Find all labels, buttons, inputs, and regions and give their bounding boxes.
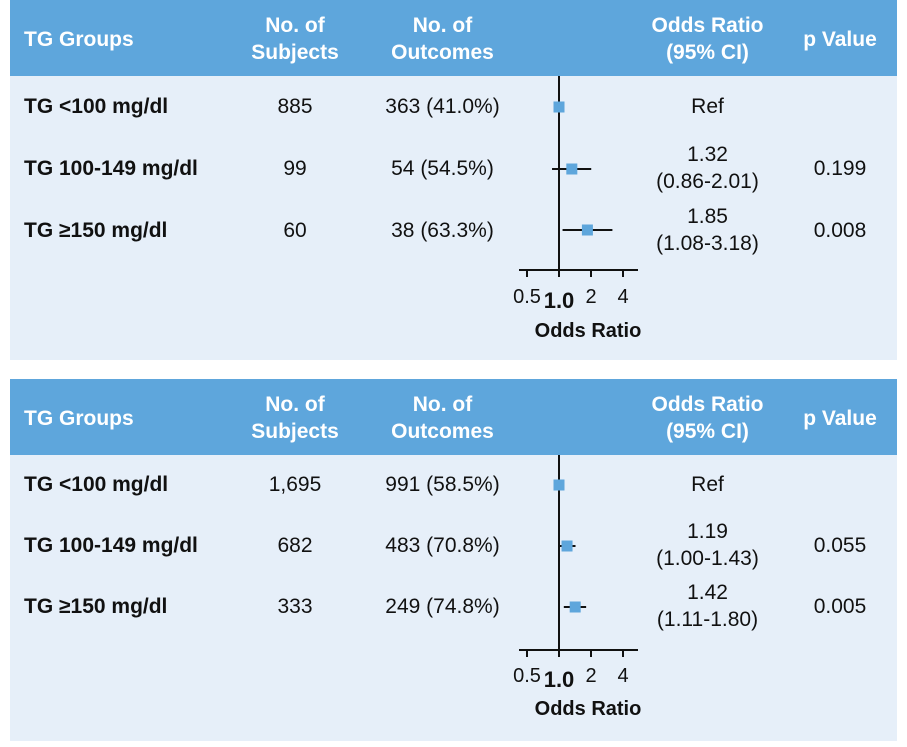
x-tick-label: 4 bbox=[617, 286, 628, 308]
header-outcomes: No. of Outcomes bbox=[391, 393, 494, 443]
row-group-label: TG <100 mg/dl bbox=[24, 473, 169, 496]
row-odds-ratio: 1.42 (1.11-1.80) bbox=[656, 581, 759, 631]
row-outcomes: 363 (41.0%) bbox=[385, 95, 500, 118]
forest-plot: 0.5 1.0 2 4 Odds Ratio bbox=[513, 455, 642, 720]
odds-ratio-marker bbox=[566, 163, 578, 175]
row-group-label: TG 100-149 mg/dl bbox=[24, 534, 198, 557]
row-outcomes: 54 (54.5%) bbox=[391, 157, 494, 180]
row-p-value: 0.055 bbox=[813, 534, 867, 557]
odds-ratio-marker bbox=[581, 224, 593, 236]
row-group-label: TG 100-149 mg/dl bbox=[24, 157, 198, 180]
row-subjects: 99 bbox=[283, 157, 307, 180]
forest-panel-2: TG Groups No. of Subjects No. of Outcomes … bbox=[10, 379, 897, 741]
forest-panel-1: TG Groups No. of Subjects No. of Outcomes … bbox=[10, 0, 897, 360]
x-tick-label: 2 bbox=[585, 665, 596, 687]
header-odds-ratio: Odds Ratio (95% CI) bbox=[651, 393, 764, 443]
x-tick-label: 4 bbox=[617, 665, 628, 687]
odds-ratio-marker bbox=[569, 601, 581, 613]
forest-plot: 0.5 1.0 2 4 Odds Ratio bbox=[513, 76, 642, 342]
row-outcomes: 991 (58.5%) bbox=[385, 473, 500, 496]
table-header: TG Groups No. of Subjects No. of Outcomes … bbox=[10, 0, 897, 76]
header-p-value: p Value bbox=[803, 28, 877, 51]
row-odds-ratio: Ref bbox=[691, 95, 724, 118]
x-axis-title: Odds Ratio bbox=[535, 698, 642, 720]
row-p-value: 0.199 bbox=[813, 157, 867, 180]
row-odds-ratio: 1.32 (0.86-2.01) bbox=[656, 143, 759, 193]
header-outcomes: No. of Outcomes bbox=[391, 14, 494, 64]
odds-ratio-marker bbox=[561, 540, 573, 552]
row-subjects: 885 bbox=[277, 95, 313, 118]
x-tick-label: 1.0 bbox=[544, 667, 575, 692]
x-tick-label: 1.0 bbox=[544, 288, 575, 313]
row-odds-ratio: Ref bbox=[691, 473, 724, 496]
row-subjects: 682 bbox=[277, 534, 313, 557]
row-odds-ratio: 1.19 (1.00-1.43) bbox=[656, 520, 759, 570]
x-tick-label: 0.5 bbox=[513, 286, 541, 308]
odds-ratio-marker bbox=[553, 479, 565, 491]
row-outcomes: 38 (63.3%) bbox=[391, 219, 494, 242]
row-p-value: 0.008 bbox=[813, 219, 867, 242]
x-tick-label: 2 bbox=[585, 286, 596, 308]
row-p-value: 0.005 bbox=[813, 595, 867, 618]
x-tick-label: 0.5 bbox=[513, 665, 541, 687]
header-subjects: No. of Subjects bbox=[251, 393, 339, 443]
table-header: TG Groups No. of Subjects No. of Outcomes … bbox=[10, 379, 897, 455]
row-group-label: TG <100 mg/dl bbox=[24, 95, 169, 118]
row-subjects: 333 bbox=[277, 595, 313, 618]
header-odds-ratio: Odds Ratio (95% CI) bbox=[651, 14, 764, 64]
row-subjects: 60 bbox=[283, 219, 307, 242]
header-subjects: No. of Subjects bbox=[251, 14, 339, 64]
odds-ratio-marker bbox=[553, 101, 565, 113]
header-tg-groups: TG Groups bbox=[24, 28, 134, 51]
x-axis-title: Odds Ratio bbox=[535, 320, 642, 342]
row-subjects: 1,695 bbox=[268, 473, 322, 496]
row-outcomes: 249 (74.8%) bbox=[385, 595, 500, 618]
header-tg-groups: TG Groups bbox=[24, 407, 134, 430]
row-group-label: TG ≥150 mg/dl bbox=[24, 219, 168, 242]
row-group-label: TG ≥150 mg/dl bbox=[24, 595, 168, 618]
header-p-value: p Value bbox=[803, 407, 877, 430]
row-outcomes: 483 (70.8%) bbox=[385, 534, 500, 557]
row-odds-ratio: 1.85 (1.08-3.18) bbox=[656, 205, 759, 255]
